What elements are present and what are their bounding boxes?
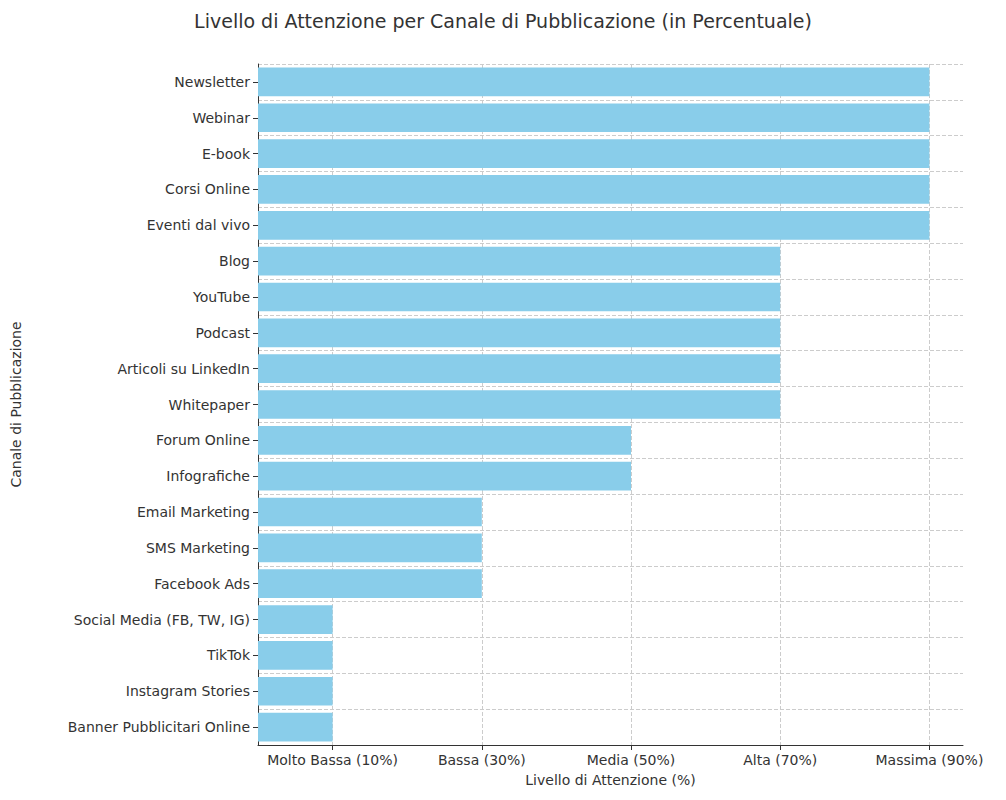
svg-text:Facebook Ads: Facebook Ads	[154, 576, 250, 592]
svg-text:Instagram Stories: Instagram Stories	[126, 683, 250, 699]
svg-text:Banner Pubblicitari Online: Banner Pubblicitari Online	[68, 719, 250, 735]
svg-text:Alta (70%): Alta (70%)	[743, 752, 817, 768]
svg-text:Media (50%): Media (50%)	[587, 752, 676, 768]
svg-text:E-book: E-book	[202, 146, 251, 162]
svg-text:YouTube: YouTube	[192, 289, 250, 305]
svg-text:Webinar: Webinar	[192, 110, 250, 126]
svg-text:Livello di Attenzione (%): Livello di Attenzione (%)	[525, 772, 695, 788]
svg-text:Blog: Blog	[219, 253, 250, 269]
svg-text:Newsletter: Newsletter	[174, 74, 250, 90]
svg-text:Eventi dal vivo: Eventi dal vivo	[147, 217, 250, 233]
svg-text:Infografiche: Infografiche	[166, 468, 250, 484]
svg-text:Whitepaper: Whitepaper	[169, 397, 251, 413]
svg-text:Social Media (FB, TW, IG): Social Media (FB, TW, IG)	[74, 612, 250, 628]
svg-text:SMS Marketing: SMS Marketing	[146, 540, 250, 556]
svg-text:Podcast: Podcast	[196, 325, 251, 341]
svg-text:Canale di Pubblicazione: Canale di Pubblicazione	[8, 321, 24, 487]
svg-text:Email Marketing: Email Marketing	[137, 504, 250, 520]
svg-text:Bassa (30%): Bassa (30%)	[438, 752, 526, 768]
svg-text:Articoli su LinkedIn: Articoli su LinkedIn	[118, 361, 251, 377]
svg-text:Forum Online: Forum Online	[156, 432, 250, 448]
svg-text:Corsi Online: Corsi Online	[165, 181, 250, 197]
svg-text:Livello di Attenzione per Cana: Livello di Attenzione per Canale di Pubb…	[194, 10, 812, 32]
svg-text:TikTok: TikTok	[206, 647, 251, 663]
svg-text:Massima (90%): Massima (90%)	[876, 752, 984, 768]
svg-text:Molto Bassa (10%): Molto Bassa (10%)	[267, 752, 398, 768]
